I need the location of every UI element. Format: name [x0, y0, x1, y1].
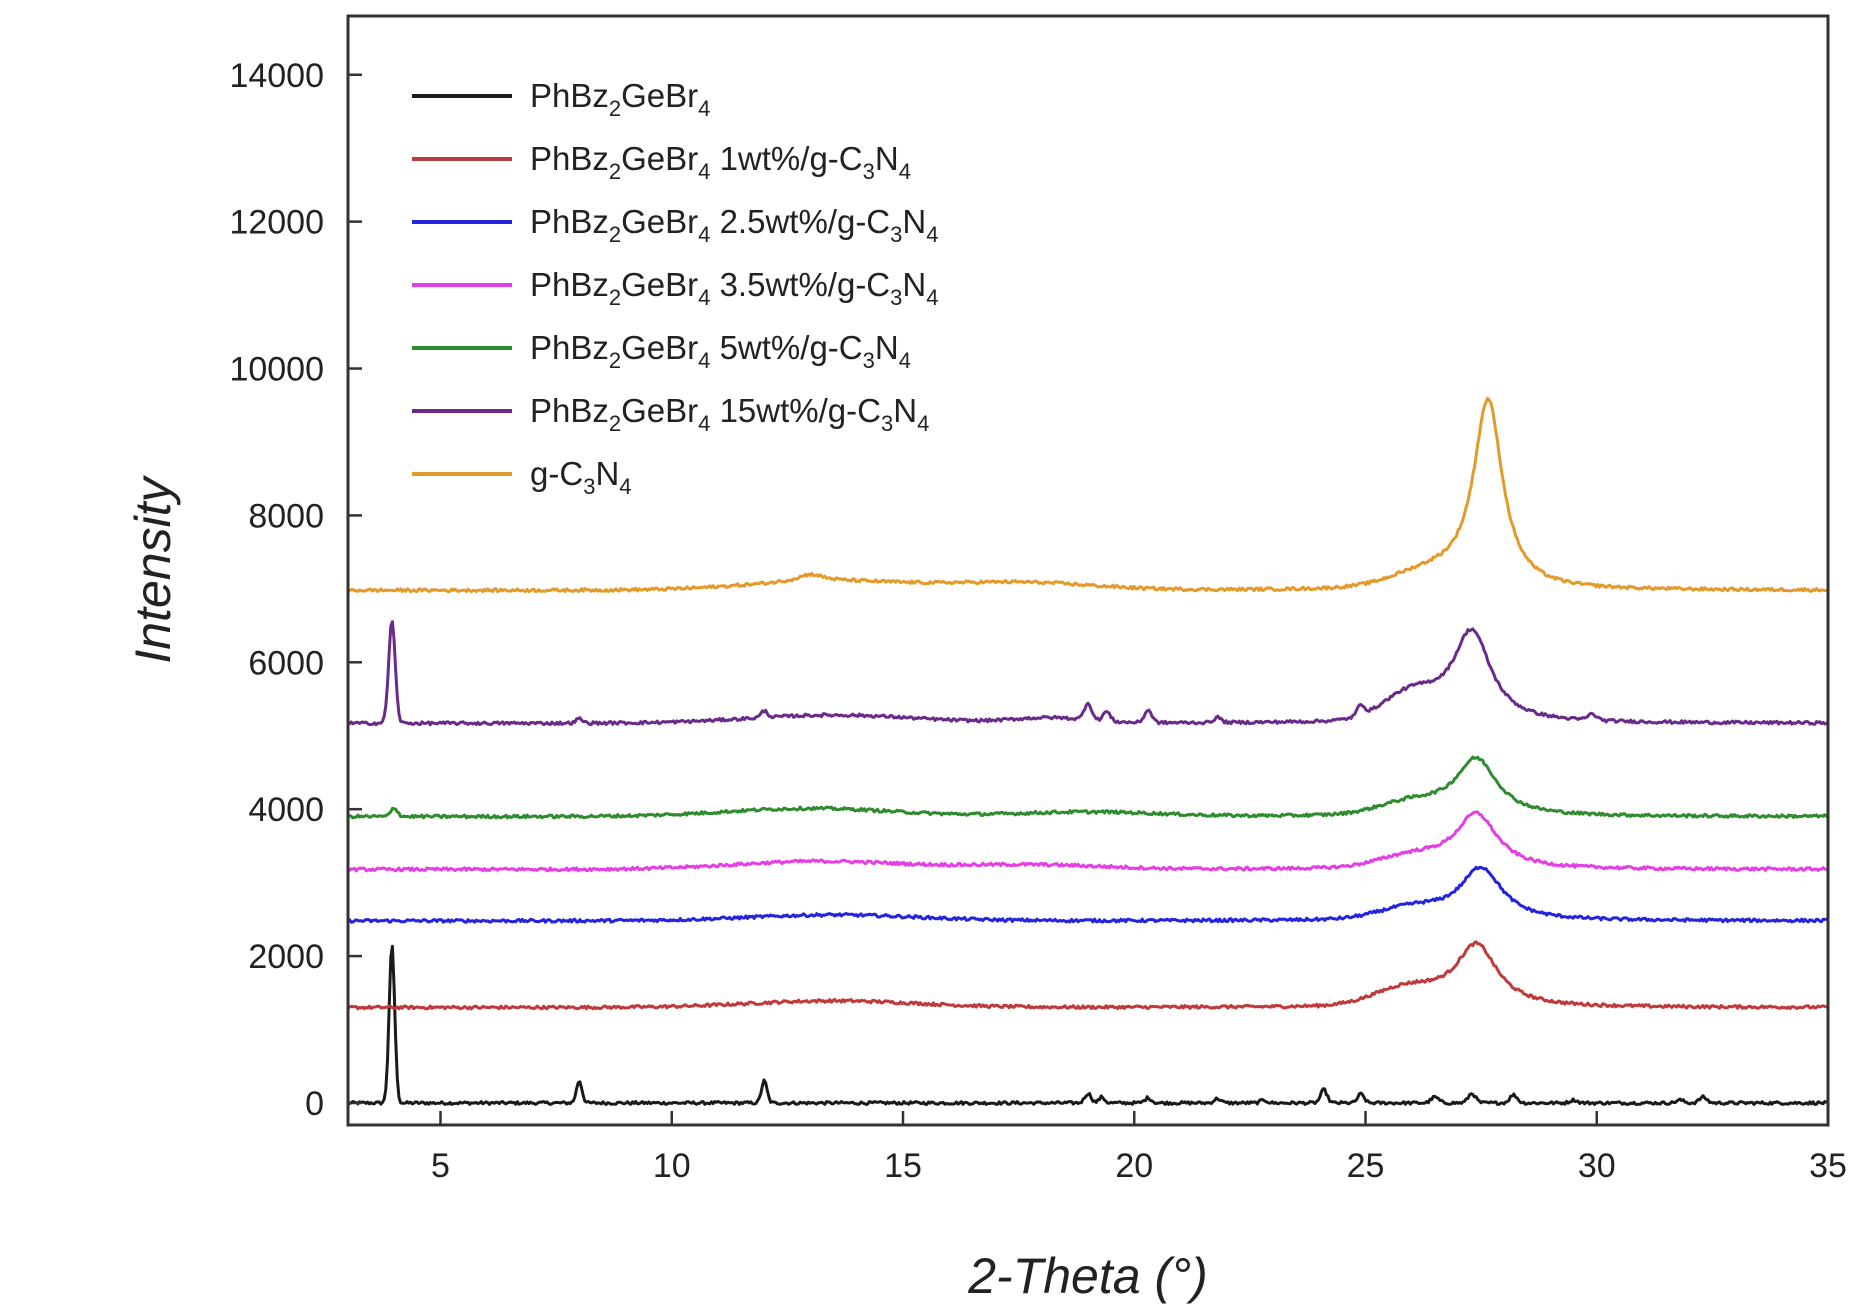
- legend-label: PhBz2GeBr4 5wt%/g-C3N4: [530, 329, 911, 373]
- x-tick-label: 5: [431, 1147, 450, 1185]
- legend-label: PhBz2GeBr4 2.5wt%/g-C3N4: [530, 203, 938, 247]
- series-line-2: [347, 940, 1829, 1011]
- legend-label: PhBz2GeBr4 3.5wt%/g-C3N4: [530, 266, 938, 310]
- x-axis: 5 10 15 20 25 30 35: [431, 1111, 1847, 1185]
- legend-label: g-C3N4: [530, 455, 632, 499]
- x-tick-label: 30: [1578, 1147, 1616, 1185]
- x-tick-label: 10: [653, 1147, 691, 1185]
- series-line-5: [347, 755, 1830, 820]
- series-traces: [346, 396, 1830, 1106]
- plot-frame: [346, 14, 1830, 1127]
- series-line-6: [348, 620, 1829, 727]
- x-tick-label: 20: [1115, 1147, 1153, 1185]
- legend-label: PhBz2GeBr4 15wt%/g-C3N4: [530, 392, 929, 436]
- y-tick-label: 14000: [229, 57, 324, 95]
- y-axis: 0 2000 4000 6000 8000 10000 12000 14000: [229, 57, 362, 1123]
- y-tick-label: 12000: [229, 204, 324, 242]
- x-axis-title: 2-Theta (°): [967, 1248, 1208, 1304]
- x-tick-label: 35: [1809, 1147, 1847, 1185]
- y-axis-title: Intensity: [125, 474, 181, 663]
- legend-label: PhBz2GeBr4: [530, 77, 710, 121]
- x-tick-label: 25: [1347, 1147, 1385, 1185]
- y-tick-label: 8000: [248, 497, 324, 535]
- legend: PhBz2GeBr4 PhBz2GeBr4 1wt%/g-C3N4 PhBz2GeB…: [412, 77, 938, 499]
- y-tick-label: 4000: [248, 791, 324, 829]
- y-tick-label: 0: [305, 1085, 324, 1123]
- series-line-7: [346, 396, 1829, 594]
- series-line-1: [347, 944, 1829, 1106]
- y-tick-label: 6000: [248, 644, 324, 682]
- legend-label: PhBz2GeBr4 1wt%/g-C3N4: [530, 140, 911, 184]
- x-tick-label: 15: [884, 1147, 922, 1185]
- y-tick-label: 2000: [248, 938, 324, 976]
- series-line-3: [347, 865, 1829, 924]
- series-line-4: [347, 810, 1829, 873]
- y-tick-label: 10000: [229, 351, 324, 389]
